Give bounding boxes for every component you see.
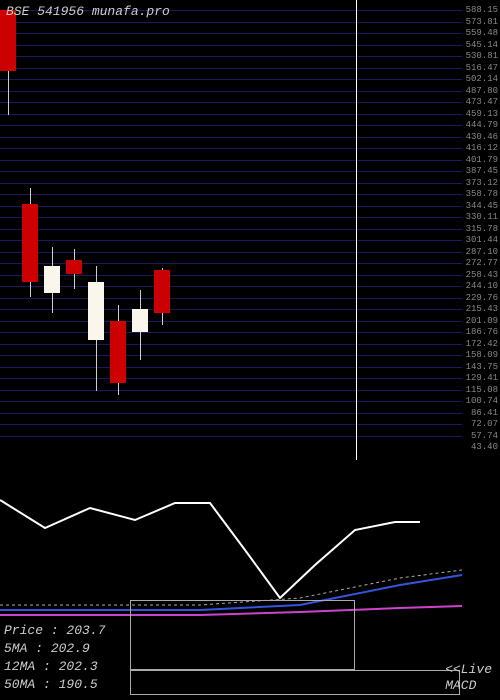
y-axis-label: 129.41 xyxy=(466,373,498,383)
y-axis-label: 487.80 xyxy=(466,86,498,96)
ma5-row: 5MA : 202.9 xyxy=(4,640,105,658)
candle xyxy=(44,0,60,460)
indicator-panel: Price : 203.7 5MA : 202.9 12MA : 202.3 5… xyxy=(0,460,500,700)
candle xyxy=(132,0,148,460)
y-axis-label: 301.44 xyxy=(466,235,498,245)
y-axis-label: 358.78 xyxy=(466,189,498,199)
y-axis-label: 172.42 xyxy=(466,339,498,349)
y-axis-label: 215.43 xyxy=(466,304,498,314)
indicator-rect xyxy=(130,600,355,670)
y-axis: 588.15 573.81559.48 545.14530.81 516.47502.… xyxy=(462,0,500,460)
candle xyxy=(22,0,38,460)
y-axis-label: 373.12 xyxy=(466,178,498,188)
ma12-row: 12MA : 202.3 xyxy=(4,658,105,676)
y-axis-label: 416.12 xyxy=(466,143,498,153)
live-macd-label: <<Live MACD xyxy=(445,662,492,694)
y-axis-label: 100.74 xyxy=(466,396,498,406)
y-axis-label: 444.79 xyxy=(466,120,498,130)
y-axis-label: 229.76 xyxy=(466,293,498,303)
y-axis-label: 287.10 xyxy=(466,247,498,257)
y-axis-label: 516.47 xyxy=(466,63,498,73)
y-axis-label: 272.77 xyxy=(466,258,498,268)
candle xyxy=(154,0,170,460)
y-axis-label: 43.40 xyxy=(471,442,498,452)
price-info-box: Price : 203.7 5MA : 202.9 12MA : 202.3 5… xyxy=(4,622,105,694)
y-axis-label: 545.14 xyxy=(466,40,498,50)
y-axis-label: 588.15 xyxy=(466,5,498,15)
y-axis-label: 473.47 xyxy=(466,97,498,107)
y-axis-label: 115.08 xyxy=(466,385,498,395)
y-axis-label: 158.09 xyxy=(466,350,498,360)
y-axis-label: 459.13 xyxy=(466,109,498,119)
y-axis-label: 258.43 xyxy=(466,270,498,280)
y-axis-label: 559.48 xyxy=(466,28,498,38)
y-axis-label: 186.76 xyxy=(466,327,498,337)
y-axis-label: 143.75 xyxy=(466,362,498,372)
candle xyxy=(66,0,82,460)
y-axis-label: 344.45 xyxy=(466,201,498,211)
candlestick-chart xyxy=(0,0,462,460)
candle xyxy=(110,0,126,460)
y-axis-label: 502.14 xyxy=(466,74,498,84)
y-axis-label: 244.10 xyxy=(466,281,498,291)
y-axis-label: 401.79 xyxy=(466,155,498,165)
ma50-row: 50MA : 190.5 xyxy=(4,676,105,694)
y-axis-label: 330.11 xyxy=(466,212,498,222)
chart-title: BSE 541956 munafa.pro xyxy=(6,4,170,19)
candle xyxy=(0,0,16,460)
y-axis-label: 72.07 xyxy=(471,419,498,429)
candle xyxy=(88,0,104,460)
y-axis-label: 430.46 xyxy=(466,132,498,142)
y-axis-label: 201.09 xyxy=(466,316,498,326)
y-axis-label: 315.78 xyxy=(466,224,498,234)
y-axis-label: 387.45 xyxy=(466,166,498,176)
y-axis-label: 57.74 xyxy=(471,431,498,441)
indicator-rect xyxy=(130,670,460,695)
y-axis-label: 530.81 xyxy=(466,51,498,61)
y-axis-label: 86.41 xyxy=(471,408,498,418)
y-axis-label: 573.81 xyxy=(466,17,498,27)
price-row: Price : 203.7 xyxy=(4,622,105,640)
